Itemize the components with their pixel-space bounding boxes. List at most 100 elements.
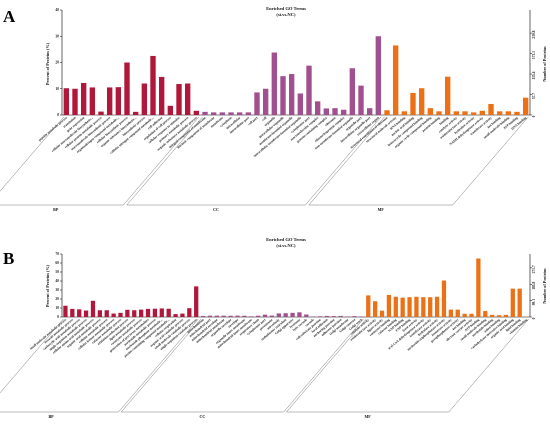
panel-a-bar bbox=[418, 88, 425, 115]
panel-a-bar bbox=[410, 92, 416, 115]
panel-a-bar bbox=[63, 88, 70, 115]
panel-a-bar bbox=[167, 105, 174, 115]
panel-b-subtitle: (si.vs.NC) bbox=[276, 243, 296, 248]
panel-b-bar bbox=[407, 297, 412, 317]
panel-b-right-tick-label: 0 bbox=[532, 317, 536, 319]
panel-b-bar bbox=[70, 308, 75, 317]
panel-b-y-tick-label: 10 bbox=[55, 306, 59, 310]
panel-b-bar bbox=[97, 310, 102, 317]
panel-b-bar bbox=[496, 315, 502, 317]
panel-b-bar bbox=[304, 314, 309, 317]
panel-a-bar bbox=[462, 111, 468, 115]
panel-b-bar bbox=[90, 300, 96, 317]
panel-b-letter: B bbox=[3, 249, 14, 268]
panel-a-bar bbox=[444, 76, 451, 115]
panel-b-bar bbox=[139, 309, 144, 317]
panel-a-bar bbox=[184, 83, 191, 115]
panel-b-right-tick-label: 271.7 bbox=[532, 265, 536, 273]
panel-a-bar bbox=[141, 83, 148, 115]
panel-a-bar bbox=[106, 87, 113, 115]
panel-b-bar bbox=[256, 315, 261, 317]
panel-b-bar bbox=[324, 315, 330, 317]
panel-b-bar bbox=[235, 315, 240, 317]
panel-b-bar bbox=[118, 312, 123, 317]
panel-a-bar bbox=[306, 65, 312, 115]
panel-a-category-label: cell bbox=[261, 116, 267, 122]
panel-b-right-axis-label: Number of Proteins bbox=[542, 268, 547, 304]
panel-b-group-bracket bbox=[283, 318, 364, 413]
panel-b-y-tick-label: 20 bbox=[55, 297, 59, 301]
panel-b-bar bbox=[290, 312, 295, 317]
panel-a-bar bbox=[522, 97, 529, 115]
panel-b-bar bbox=[200, 315, 206, 317]
panel-a-right-tick-label: 0 bbox=[532, 115, 536, 117]
panel-a-bar bbox=[288, 74, 295, 115]
panel-a-bar bbox=[124, 62, 130, 115]
panel-b-bar bbox=[345, 316, 350, 317]
panel-b-group-bracket bbox=[121, 318, 202, 413]
panel-a-bar bbox=[358, 85, 364, 115]
panel-b-bar bbox=[352, 316, 357, 317]
panel-b-y-tick-label: 50 bbox=[55, 270, 59, 274]
panel-a-bar bbox=[514, 111, 520, 115]
panel-a-bar bbox=[202, 111, 208, 115]
panel-a-bar bbox=[479, 110, 486, 115]
panel-b-bar bbox=[214, 315, 219, 317]
panel-b-bar bbox=[132, 310, 137, 317]
panel-b-bar bbox=[338, 315, 343, 317]
panel-a-bar bbox=[340, 109, 347, 115]
panel-a-group-bracket bbox=[123, 116, 200, 206]
panel-b-bar bbox=[517, 288, 522, 317]
panel-a-y-tick-label: 30 bbox=[55, 34, 59, 38]
panel-b-bar bbox=[414, 296, 419, 317]
panel-b-bar bbox=[503, 314, 509, 317]
panel-a-bar bbox=[384, 110, 390, 115]
panel-a-y-tick-label: 10 bbox=[55, 87, 59, 91]
panel-b-group-bracket bbox=[118, 318, 199, 413]
panel-b-bar bbox=[441, 280, 447, 317]
panel-a-bar bbox=[349, 68, 356, 115]
panel-a-bar bbox=[332, 108, 338, 115]
panel-a-bar bbox=[228, 112, 234, 115]
panel-a-y-axis-label: Percent of Proteins (%) bbox=[45, 42, 50, 85]
panel-a-group-label-cc: CC bbox=[213, 207, 219, 212]
panel-b-bar bbox=[242, 315, 247, 317]
panel-b-bar bbox=[476, 258, 481, 317]
panel-b-right-tick-label: 99.1 bbox=[532, 299, 536, 305]
panel-b-bar bbox=[166, 308, 171, 317]
panel-a-right-tick-label: 173.1 bbox=[532, 51, 536, 59]
panel-a-category-label: binding bbox=[438, 115, 449, 125]
panel-b-bar bbox=[104, 310, 109, 317]
panel-a-bar bbox=[219, 112, 226, 115]
panel-b-bar bbox=[283, 313, 288, 317]
panel-b-bar bbox=[483, 311, 488, 317]
panel-b-bar bbox=[386, 294, 392, 317]
panel-b-bar bbox=[510, 288, 515, 317]
panel-b-bar bbox=[194, 286, 199, 317]
panel-a-bar bbox=[280, 76, 286, 115]
panel-b-bar bbox=[207, 315, 213, 317]
panel-b-bar bbox=[63, 305, 68, 317]
panel-b-bar bbox=[490, 314, 495, 317]
panel-b-y-tick-label: 0 bbox=[57, 315, 59, 319]
panel-a-bar bbox=[245, 112, 252, 115]
panel-b-bar bbox=[111, 313, 116, 317]
panel-a-bar bbox=[401, 111, 408, 115]
panel-a-bar bbox=[254, 92, 260, 115]
panel-b-bar bbox=[77, 309, 82, 317]
panel-a-letter: A bbox=[3, 7, 16, 26]
panel-a-bar bbox=[323, 108, 330, 115]
panel-a-y-tick-label: 0 bbox=[57, 113, 59, 117]
panel-b-group-label-mf: MF bbox=[365, 414, 372, 419]
panel-b-bar bbox=[469, 313, 474, 317]
panel-b-bar bbox=[249, 316, 254, 317]
panel-a-category-label: cell part bbox=[247, 115, 259, 126]
panel-b-category-label: vacuole bbox=[304, 317, 315, 327]
panel-b-bar bbox=[428, 297, 433, 317]
panel-b-group-label-cc: CC bbox=[200, 414, 206, 419]
panel-a-bar bbox=[392, 45, 399, 115]
panel-a-bar bbox=[436, 111, 442, 115]
panel-a-bar bbox=[176, 84, 182, 115]
